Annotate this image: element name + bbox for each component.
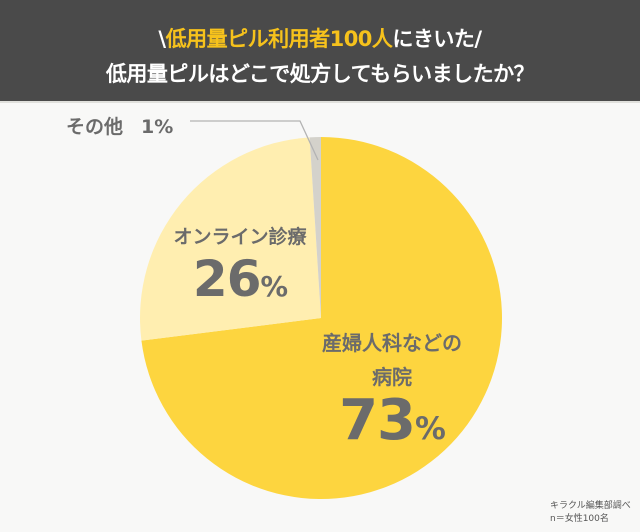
- header-title: \低用量ピル利用者100人にきいた/: [0, 23, 640, 53]
- chart-header: \低用量ピル利用者100人にきいた/ 低用量ピルはどこで処方してもらいましたか？: [0, 0, 640, 101]
- hospital-label-line2: 病院: [372, 365, 412, 389]
- title-suffix: にきいた/: [392, 27, 482, 51]
- pie-slice-0: [141, 137, 502, 499]
- other-pct: 1%: [141, 116, 174, 138]
- online-value: 26: [192, 250, 262, 308]
- hospital-pct: 73%: [300, 388, 484, 453]
- credit-line1: キラクル編集部調べ: [550, 501, 631, 511]
- online-label: オンライン診療: [173, 226, 307, 248]
- hospital-label: 産婦人科などの 病院: [300, 326, 484, 394]
- hospital-value: 73: [339, 388, 416, 453]
- online-pct: 26%: [160, 250, 320, 308]
- title-prefix: \: [158, 27, 166, 51]
- pie-slice-1: [140, 137, 321, 341]
- header-divider: [0, 101, 640, 103]
- other-label: その他 1%: [66, 112, 173, 139]
- other-name: その他: [66, 116, 124, 138]
- title-highlight: 低用量ピル利用者100人: [165, 27, 393, 51]
- percent-sign: %: [260, 271, 289, 303]
- credit-line2: n＝女性100名: [550, 514, 609, 524]
- header-subtitle: 低用量ピルはどこで処方してもらいましたか？: [105, 62, 535, 86]
- hospital-label-line1: 産婦人科などの: [322, 331, 462, 355]
- pie-slice-2: [309, 137, 321, 318]
- percent-sign: %: [415, 411, 446, 447]
- source-credit: キラクル編集部調べ n＝女性100名: [550, 500, 631, 526]
- other-leader-line: [190, 120, 319, 161]
